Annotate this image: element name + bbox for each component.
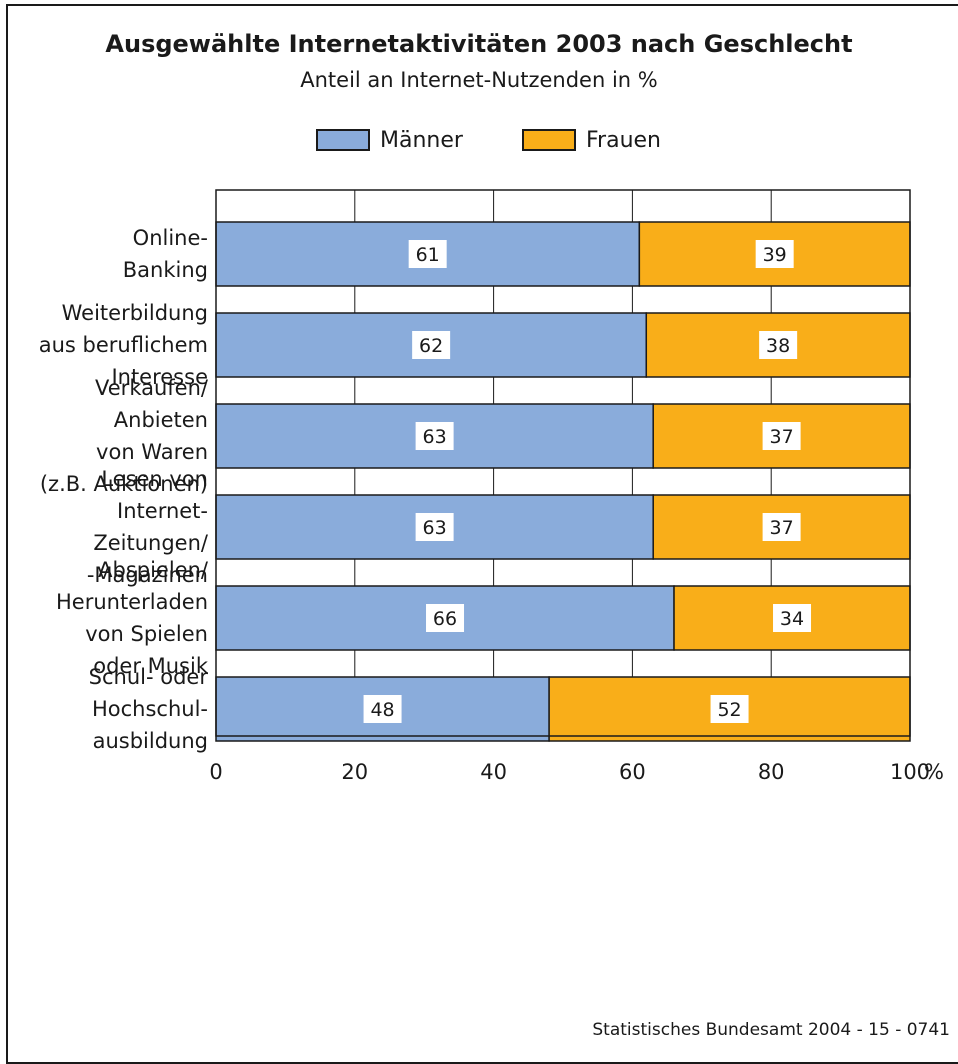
category-label: Online- Banking <box>0 222 208 286</box>
category-label: Schul- oder Hochschul-ausbildung <box>0 661 208 757</box>
data-label: 66 <box>433 608 457 630</box>
data-label-bg <box>363 695 402 723</box>
category-label-line: -Magazinen <box>86 563 208 587</box>
category-label-line: (z.B. Auktionen) <box>39 472 208 496</box>
x-tick-label: 100 <box>889 760 931 784</box>
data-label: 61 <box>416 244 440 266</box>
category-label-line: Abspielen/ <box>98 558 208 582</box>
category-label-line: Herunterladen <box>55 590 208 614</box>
x-tick-label: 80 <box>757 760 785 784</box>
category-label-line: Zeitungen/ <box>93 531 208 555</box>
data-label: 63 <box>423 426 447 448</box>
category-label-line: von Waren <box>96 440 208 464</box>
data-label: 37 <box>770 517 794 539</box>
category-label: Lesen von Internet- Zeitungen/ -Magazinen <box>0 463 208 591</box>
legend-swatch-maenner <box>316 129 370 151</box>
legend-item-frauen: Frauen <box>522 124 661 156</box>
category-label-line: Online- <box>132 226 208 250</box>
data-label-bg <box>755 240 794 268</box>
data-label-bg <box>408 240 447 268</box>
data-label-bg <box>415 513 454 541</box>
data-label-bg <box>762 513 801 541</box>
category-label-line: Interesse <box>111 365 208 389</box>
x-tick-label: 20 <box>341 760 369 784</box>
category-label-line: ausbildung <box>92 729 208 753</box>
plot-frame <box>215 189 911 737</box>
chart-subtitle: Anteil an Internet-Nutzenden in % <box>300 68 658 92</box>
data-label: 63 <box>423 517 447 539</box>
x-axis-unit: % <box>924 760 944 784</box>
data-label-bg <box>426 604 465 632</box>
category-label-line: Weiterbildung <box>61 301 208 325</box>
data-label: 39 <box>763 244 787 266</box>
category-label: Weiterbildung aus beruflichem Interesse <box>0 297 208 393</box>
category-label-line: Schul- oder <box>88 665 208 689</box>
data-label: 52 <box>717 699 741 721</box>
legend-item-maenner: Männer <box>316 124 463 156</box>
category-label-line: Internet- <box>117 499 208 523</box>
source-note: Statistisches Bundesamt 2004 - 15 - 0741 <box>592 1020 950 1040</box>
category-label-line: Banking <box>122 258 208 282</box>
category-label-line: oder Musik <box>93 654 208 678</box>
data-label-bg <box>773 604 812 632</box>
data-label-bg <box>412 331 451 359</box>
category-label: Verkaufen/Anbieten von Waren (z.B. Auktion… <box>0 372 208 500</box>
data-label: 38 <box>766 335 790 357</box>
category-label-line: aus beruflichem <box>38 333 208 357</box>
legend-label-frauen: Frauen <box>586 127 662 153</box>
legend-swatch-frauen <box>522 129 576 151</box>
category-label-line: Verkaufen/ <box>95 376 208 400</box>
data-label: 48 <box>370 699 394 721</box>
x-tick-label: 40 <box>480 760 507 784</box>
data-label: 62 <box>419 335 443 357</box>
category-label-line: Hochschul- <box>91 697 208 721</box>
legend-label-maenner: Männer <box>380 127 463 153</box>
data-label-bg <box>710 695 749 723</box>
category-label-line: von Spielen <box>85 622 208 646</box>
data-label: 34 <box>780 608 804 630</box>
x-tick-label: 0 <box>209 760 223 784</box>
chart-title: Ausgewählte Internetaktivitäten 2003 nac… <box>105 30 853 58</box>
data-label-bg <box>762 422 801 450</box>
x-tick-label: 60 <box>619 760 646 784</box>
data-label: 37 <box>770 426 794 448</box>
data-label-bg <box>759 331 798 359</box>
data-label-bg <box>415 422 454 450</box>
category-label-line: Lesen von <box>101 467 208 491</box>
category-label-line: Anbieten <box>113 408 208 432</box>
category-label: Abspielen/Herunterladen von Spielen oder M… <box>0 554 208 682</box>
